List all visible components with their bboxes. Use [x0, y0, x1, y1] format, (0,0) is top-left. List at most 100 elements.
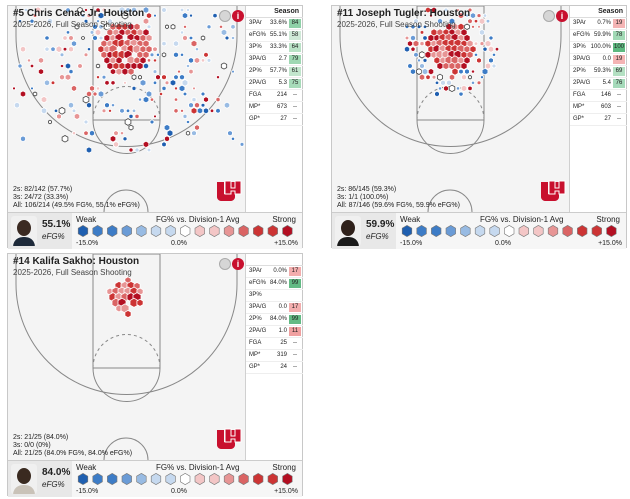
shot-hex — [422, 57, 428, 64]
legend-strong: Strong — [272, 463, 296, 472]
shot-hex — [480, 75, 484, 80]
shot-hex — [127, 67, 135, 76]
stat-label: MP* — [249, 352, 261, 358]
stat-percentile: -- — [617, 92, 621, 98]
legend-hex — [150, 473, 162, 485]
shot-hex — [404, 24, 410, 30]
shot-hex — [89, 129, 95, 137]
shot-hex — [44, 35, 50, 41]
shot-hex — [77, 6, 83, 14]
legend-weak: Weak — [400, 215, 421, 224]
shot-hex — [65, 7, 71, 13]
efg-footer: 84.0% eFG% Weak FG% vs. Division-1 Avg S… — [8, 460, 302, 497]
shot-hex — [181, 78, 189, 87]
shot-hex — [216, 74, 220, 80]
legend-hex — [165, 473, 176, 485]
stat-label: FGA — [249, 92, 262, 98]
info-icon[interactable]: i — [232, 10, 244, 22]
half-court-floor — [12, 6, 245, 212]
shot-hex — [98, 35, 104, 41]
shot-hex — [239, 141, 245, 148]
shot-hex — [231, 35, 235, 41]
half-court-floor — [15, 254, 238, 460]
shot-hex — [86, 12, 92, 19]
shot-hex — [436, 61, 444, 71]
shot-hex — [142, 140, 150, 149]
stat-value: 25 — [280, 340, 287, 346]
shot-hex — [32, 91, 38, 97]
shot-hex — [97, 90, 105, 98]
shot-hex — [457, 12, 465, 20]
shot-hex — [29, 18, 35, 24]
legend-color-scale — [77, 473, 293, 485]
shot-hex — [456, 7, 460, 13]
shot-hex — [186, 63, 190, 69]
legend-hex — [209, 473, 220, 485]
shot-hex — [107, 18, 113, 25]
shot-hex — [206, 57, 212, 64]
shot-hex — [177, 69, 181, 74]
stat-percentile: 19 — [613, 19, 625, 28]
shot-hex — [437, 73, 443, 81]
toggle-circle-icon[interactable] — [219, 258, 231, 270]
efg-value: 84.0% — [42, 467, 71, 478]
stat-label: MP* — [573, 104, 585, 110]
stat-percentile: -- — [293, 352, 297, 358]
info-icon[interactable]: i — [556, 10, 568, 22]
shot-hex — [203, 51, 209, 58]
shot-hex — [118, 6, 126, 14]
player-avatar — [335, 216, 361, 246]
shot-hex — [77, 62, 83, 70]
shot-hex — [125, 108, 131, 114]
shot-hex — [68, 68, 74, 75]
shot-hex — [442, 61, 450, 71]
shot-hex — [438, 86, 442, 91]
shot-hex — [473, 41, 479, 47]
shot-hex — [96, 86, 100, 91]
shot-hex — [138, 74, 142, 80]
player-title: #5 Chris Cenac Jr: Houston — [13, 8, 145, 19]
uh-logo — [217, 428, 242, 449]
legend-hex — [209, 225, 220, 237]
shot-hex — [188, 68, 194, 75]
stat-value: 214 — [276, 92, 287, 98]
stat-percentile: 17 — [289, 267, 301, 276]
shot-hex — [12, 86, 16, 91]
shot-hex — [161, 141, 167, 148]
legend-hex — [267, 473, 278, 485]
stat-label: 3PA/G — [249, 304, 267, 310]
shot-hex — [113, 130, 119, 137]
stat-row: 2PA/G 5.3 75 — [246, 78, 303, 90]
shot-hex — [206, 24, 212, 30]
info-icon[interactable]: i — [232, 258, 244, 270]
shot-hex — [20, 135, 26, 143]
shot-hex — [19, 90, 27, 98]
shot-hex — [488, 35, 494, 41]
legend-color-scale — [77, 225, 293, 237]
shot-hex — [404, 35, 410, 41]
stat-row: eFG% 55.1% 58 — [246, 30, 303, 42]
fg-legend: Weak FG% vs. Division-1 Avg Strong -15.0… — [396, 213, 626, 249]
shot-hex — [23, 7, 29, 13]
shot-hex — [86, 101, 92, 109]
shot-hex — [152, 80, 158, 86]
shot-hex — [220, 62, 228, 70]
shot-hex — [182, 91, 188, 97]
stat-value: 0.0% — [273, 268, 287, 274]
legend-hex — [92, 473, 103, 485]
shot-hex — [96, 74, 100, 80]
shot-hex — [143, 62, 149, 70]
shot-hex — [40, 95, 48, 104]
shot-hex — [494, 46, 500, 52]
shot-hex — [72, 130, 76, 136]
toggle-circle-icon[interactable] — [219, 10, 231, 22]
legend-hex — [562, 225, 573, 237]
legend-mid: 0.0% — [171, 240, 187, 247]
shot-hex — [180, 108, 184, 113]
shot-hex — [68, 34, 74, 42]
shot-hex — [422, 24, 428, 30]
stat-row: 3PAr 0.7% 19 — [570, 18, 627, 30]
legend-hex — [533, 225, 544, 237]
toggle-circle-icon[interactable] — [543, 10, 555, 22]
shot-hex — [173, 107, 179, 114]
